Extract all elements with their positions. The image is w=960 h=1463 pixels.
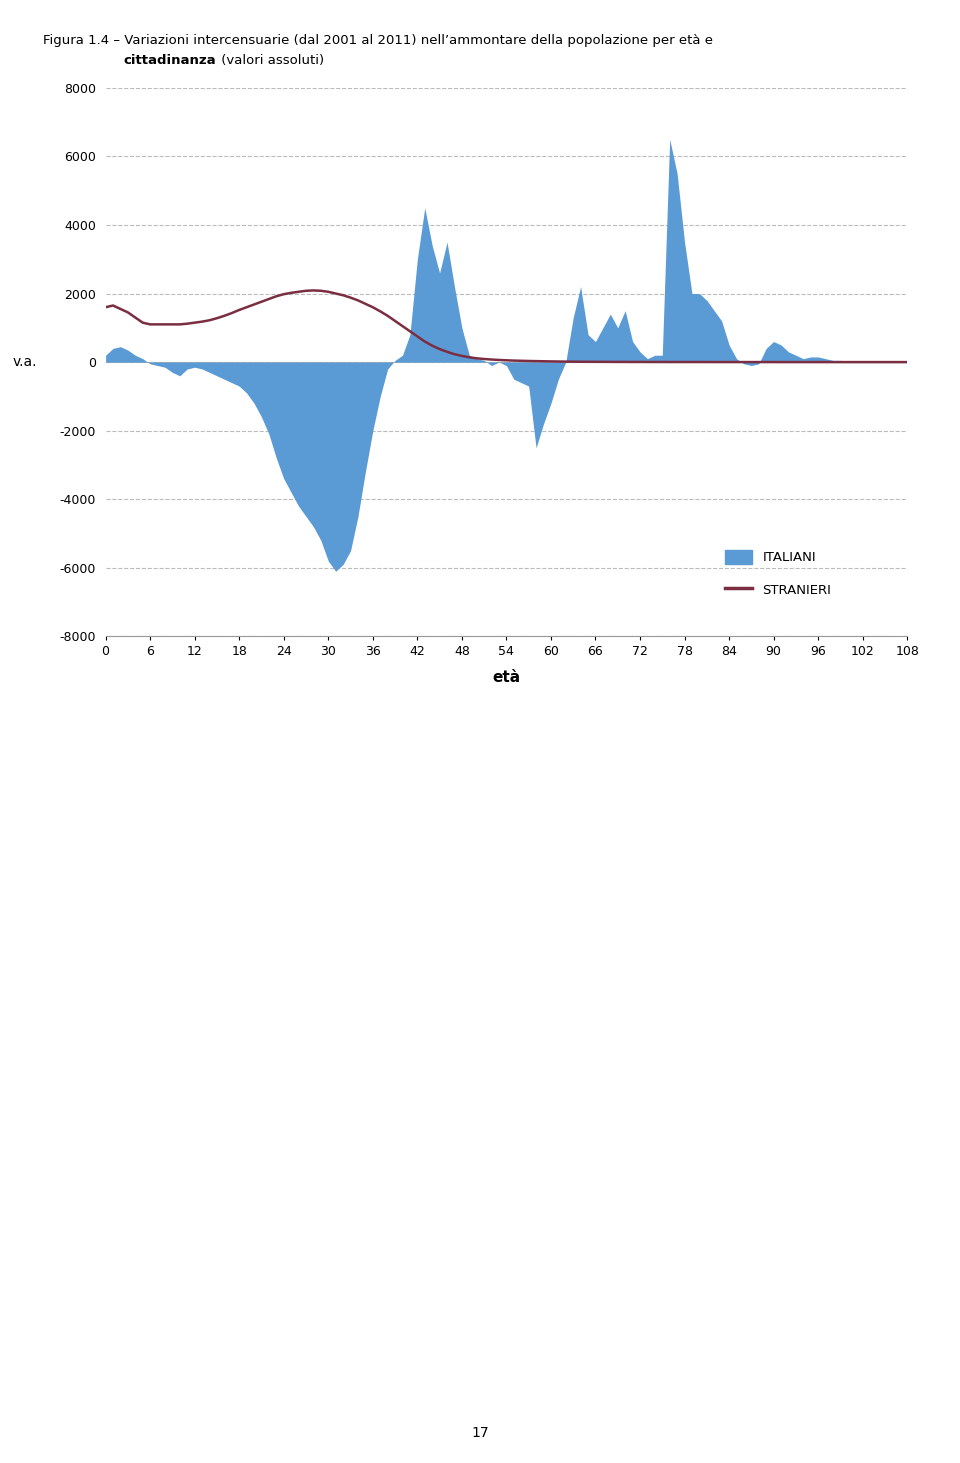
Y-axis label: v.a.: v.a. bbox=[12, 356, 36, 369]
Text: 17: 17 bbox=[471, 1425, 489, 1440]
Text: Figura 1.4 – Variazioni intercensuarie (dal 2001 al 2011) nell’ammontare della p: Figura 1.4 – Variazioni intercensuarie (… bbox=[43, 34, 713, 47]
Text: cittadinanza: cittadinanza bbox=[123, 54, 215, 67]
Legend: ITALIANI, STRANIERI: ITALIANI, STRANIERI bbox=[720, 544, 836, 603]
X-axis label: età: età bbox=[492, 670, 520, 685]
Text: (valori assoluti): (valori assoluti) bbox=[217, 54, 324, 67]
